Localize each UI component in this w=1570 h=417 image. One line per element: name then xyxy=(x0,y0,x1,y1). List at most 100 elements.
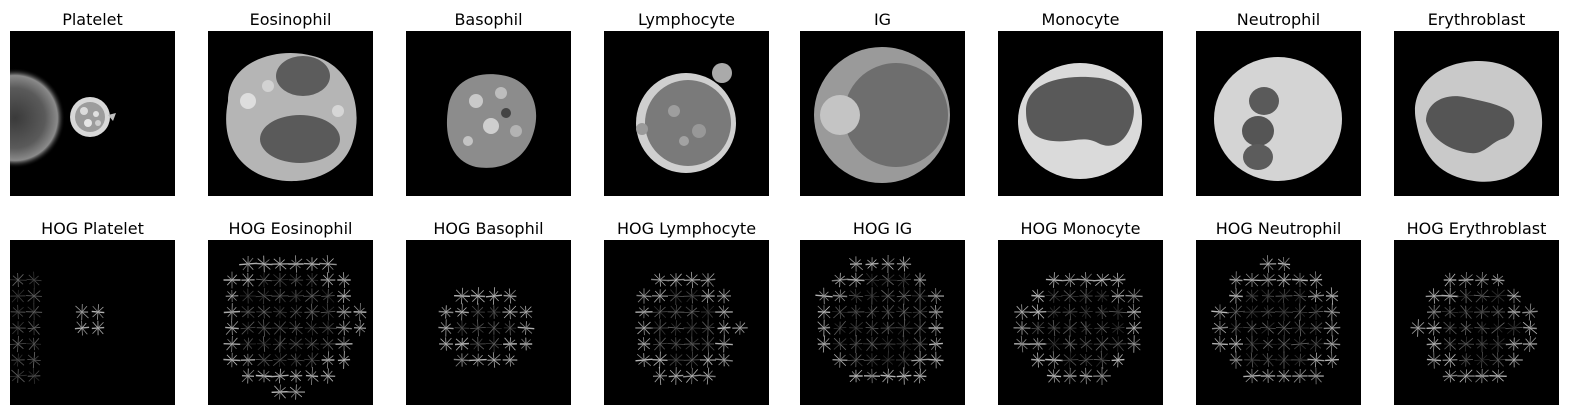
hog-stroke xyxy=(1444,307,1456,317)
hog-stroke xyxy=(355,307,365,317)
hog-stroke xyxy=(850,291,862,301)
hog-stroke xyxy=(275,259,285,269)
hog-stroke xyxy=(1326,322,1338,334)
hog-stroke xyxy=(306,339,318,349)
hog-stroke xyxy=(242,354,254,366)
hog-stroke xyxy=(1293,369,1307,383)
hog-eosinophil-image xyxy=(208,240,373,405)
hog-stroke xyxy=(227,291,237,301)
hog-stroke xyxy=(28,370,40,382)
hog-glyph-layer xyxy=(815,254,945,385)
hog-stroke xyxy=(1326,338,1338,350)
hog-stroke xyxy=(76,305,88,319)
hog-stroke xyxy=(1063,321,1077,335)
hog-stroke xyxy=(290,370,302,382)
hog-stroke xyxy=(833,320,847,336)
neutrophil-cell-image xyxy=(1196,31,1361,196)
hog-stroke xyxy=(257,337,271,351)
hog-stroke xyxy=(338,306,350,318)
hog-stroke xyxy=(1080,354,1092,366)
hog-stroke xyxy=(1310,354,1322,366)
hog-stroke xyxy=(1277,321,1291,335)
hog-stroke xyxy=(881,258,895,270)
hog-platelet-image xyxy=(10,240,175,405)
hog-stroke xyxy=(1444,273,1456,287)
hog-stroke xyxy=(92,306,104,318)
eosinophil-cell-image xyxy=(208,31,373,196)
hog-stroke xyxy=(1231,323,1241,333)
hog-stroke xyxy=(1032,307,1044,317)
hog-stroke xyxy=(1063,354,1077,366)
hog-stroke xyxy=(1214,322,1226,334)
hog-stroke xyxy=(28,338,40,350)
hog-stroke xyxy=(1492,354,1504,366)
hog-stroke xyxy=(1508,305,1520,319)
hog-stroke xyxy=(487,354,501,366)
hog-stroke xyxy=(1017,323,1027,333)
hog-stroke xyxy=(242,306,254,318)
hog-stroke xyxy=(851,259,861,269)
hog-stroke xyxy=(670,290,682,302)
hog-stroke xyxy=(881,274,895,286)
hog-stroke xyxy=(1491,338,1505,350)
hog-stroke xyxy=(11,289,25,303)
hog-stroke xyxy=(897,273,911,287)
hog-stroke xyxy=(1048,369,1060,383)
hog-stroke xyxy=(337,289,351,303)
hog-stroke xyxy=(257,306,271,318)
hog-stroke xyxy=(290,305,302,319)
hog-stroke xyxy=(866,306,878,318)
panel-title: Platelet xyxy=(62,10,123,29)
hog-stroke xyxy=(703,370,713,382)
hog-glyph-layer xyxy=(1211,255,1341,385)
hog-stroke xyxy=(1261,322,1275,334)
hog-stroke xyxy=(242,274,254,286)
hog-stroke xyxy=(899,306,909,318)
hog-stroke xyxy=(1081,323,1091,333)
hog-stroke xyxy=(1524,323,1536,333)
hog-erythroblast-image xyxy=(1394,240,1559,405)
hog-stroke xyxy=(489,290,499,302)
hog-stroke xyxy=(305,290,319,302)
hog-stroke xyxy=(914,289,926,303)
hog-stroke xyxy=(882,369,894,383)
hog-stroke xyxy=(306,258,318,270)
hog-stroke xyxy=(654,369,666,383)
hog-ig-image xyxy=(800,240,965,405)
hog-stroke xyxy=(866,337,878,351)
hog-stroke xyxy=(1047,306,1061,318)
hog-stroke xyxy=(717,338,731,350)
hog-stroke xyxy=(1523,337,1537,351)
panel-title: HOG Erythroblast xyxy=(1406,219,1547,238)
hog-stroke xyxy=(1095,337,1109,351)
hog-stroke xyxy=(227,354,237,366)
hog-stroke xyxy=(1443,370,1457,382)
hog-stroke xyxy=(274,337,286,351)
hog-stroke xyxy=(1477,274,1487,286)
hog-stroke xyxy=(1245,274,1259,286)
hog-stroke xyxy=(834,290,846,302)
hog-stroke xyxy=(654,306,666,318)
hog-stroke xyxy=(1262,370,1274,382)
hog-stroke xyxy=(1477,323,1487,333)
hog-stroke xyxy=(849,369,863,383)
hog-stroke xyxy=(1444,354,1456,366)
hog-stroke xyxy=(637,338,651,350)
hog-stroke xyxy=(322,258,334,270)
hog-stroke xyxy=(1214,338,1226,350)
hog-stroke xyxy=(1294,305,1306,319)
hog-stroke xyxy=(686,307,698,317)
hog-stroke xyxy=(338,339,350,349)
hog-stroke xyxy=(289,290,303,302)
hog-stroke xyxy=(670,273,682,287)
hog-glyph-layer xyxy=(438,287,535,368)
hog-stroke xyxy=(306,274,318,286)
hog-stroke xyxy=(703,354,713,366)
hog-stroke xyxy=(686,274,698,286)
hog-stroke xyxy=(28,306,40,318)
hog-stroke xyxy=(242,338,254,350)
hog-stroke xyxy=(28,323,40,333)
hog-stroke xyxy=(1049,274,1059,286)
hog-stroke xyxy=(1113,354,1123,366)
hog-stroke xyxy=(1032,321,1044,335)
